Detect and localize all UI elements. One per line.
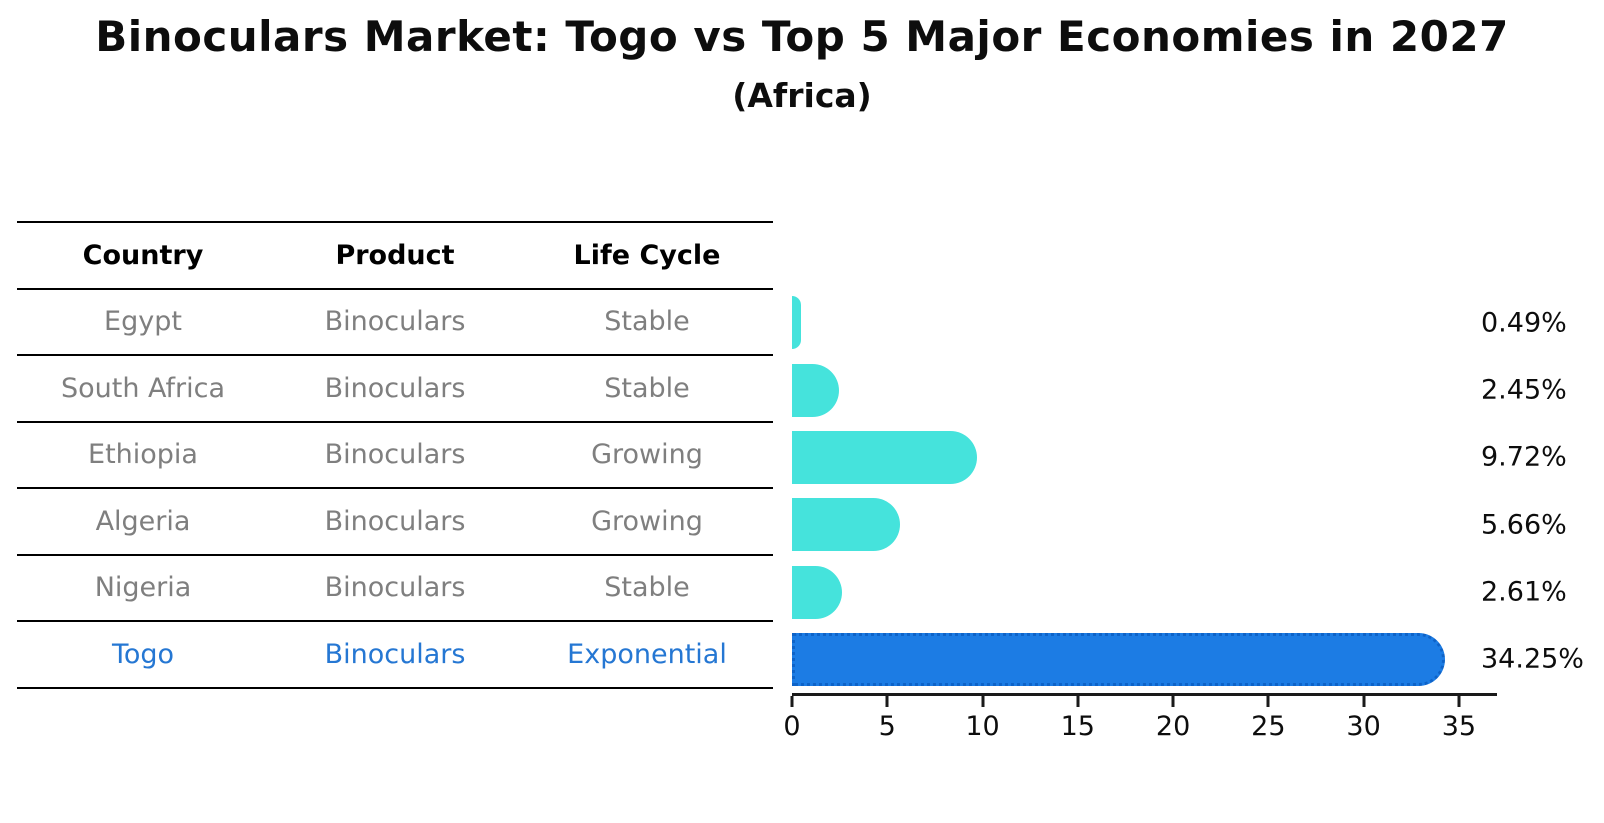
bar-togo	[792, 632, 1445, 686]
x-tick-label-35: 35	[1441, 711, 1477, 742]
value-label-ethiopia: 9.72%	[1481, 441, 1567, 473]
x-tick-label-15: 15	[1060, 711, 1095, 742]
bar-ethiopia	[792, 430, 978, 484]
lifecycle-cell: Stable	[604, 306, 690, 338]
x-tick-mark-35	[1457, 696, 1461, 707]
chart-title: Binoculars Market: Togo vs Top 5 Major E…	[95, 12, 1509, 61]
country-table: Country Product Life Cycle Egypt Binocula…	[17, 221, 773, 689]
country-cell: Egypt	[104, 306, 182, 338]
table-row-egypt: Egypt Binoculars Stable	[17, 290, 773, 356]
x-tick-label-30: 30	[1346, 711, 1381, 742]
table-row-algeria: Algeria Binoculars Growing	[17, 489, 773, 556]
table-row-togo: Togo Binoculars Exponential	[17, 622, 773, 689]
table-body: Egypt Binoculars Stable South Africa Binocul…	[17, 290, 773, 689]
country-cell: Nigeria	[94, 572, 192, 604]
lifecycle-cell: Growing	[591, 505, 703, 537]
table-row-ethiopia: Ethiopia Binoculars Growing	[17, 423, 773, 489]
bar-algeria	[792, 498, 900, 552]
x-tick-mark-25	[1266, 696, 1270, 707]
x-tick-label-0: 0	[783, 711, 801, 742]
table-row-south-africa: South Africa Binoculars Stable	[17, 356, 773, 423]
product-cell: Binoculars	[324, 439, 466, 471]
column-header-country: Country	[82, 239, 204, 271]
lifecycle-cell: Stable	[604, 572, 690, 604]
value-label-south-africa: 2.45%	[1481, 374, 1567, 406]
product-cell: Binoculars	[324, 638, 466, 670]
x-tick-label-25: 25	[1251, 711, 1286, 742]
product-cell: Binoculars	[324, 306, 466, 338]
bar-nigeria	[792, 565, 842, 619]
lifecycle-cell: Stable	[604, 372, 690, 404]
value-label-egypt: 0.49%	[1481, 307, 1567, 339]
country-cell: South Africa	[60, 372, 226, 404]
chart-subtitle: (Africa)	[732, 76, 872, 115]
bar-chart-plot-area: 0 5 10 15 20 25 30 35	[783, 289, 1497, 742]
value-label-togo: 34.25%	[1481, 643, 1584, 675]
product-cell: Binoculars	[324, 505, 466, 537]
bar-egypt	[792, 296, 802, 350]
lifecycle-cell: Exponential	[567, 638, 727, 670]
table-row-nigeria: Nigeria Binoculars Stable	[17, 556, 773, 622]
product-cell: Binoculars	[324, 372, 466, 404]
value-label-nigeria: 2.61%	[1481, 576, 1567, 608]
x-tick-mark-5	[885, 696, 889, 707]
table-header-row: Country Product Life Cycle	[17, 223, 773, 290]
x-tick-mark-0	[790, 696, 794, 707]
country-cell: Algeria	[95, 505, 191, 537]
x-tick-mark-20	[1171, 696, 1175, 707]
lifecycle-cell: Growing	[591, 439, 703, 471]
x-tick-label-20: 20	[1155, 711, 1191, 742]
product-cell: Binoculars	[324, 572, 466, 604]
x-tick-mark-10	[981, 696, 985, 707]
x-tick-mark-30	[1362, 696, 1366, 707]
column-header-lifecycle: Life Cycle	[573, 239, 721, 271]
country-cell: Ethiopia	[88, 439, 198, 471]
bar-south-africa	[792, 363, 839, 417]
country-cell: Togo	[111, 638, 175, 670]
column-header-product: Product	[335, 239, 455, 271]
value-label-algeria: 5.66%	[1481, 509, 1567, 541]
x-tick-label-10: 10	[965, 711, 1000, 742]
x-tick-label-5: 5	[878, 711, 896, 742]
x-tick-mark-15	[1076, 696, 1080, 707]
